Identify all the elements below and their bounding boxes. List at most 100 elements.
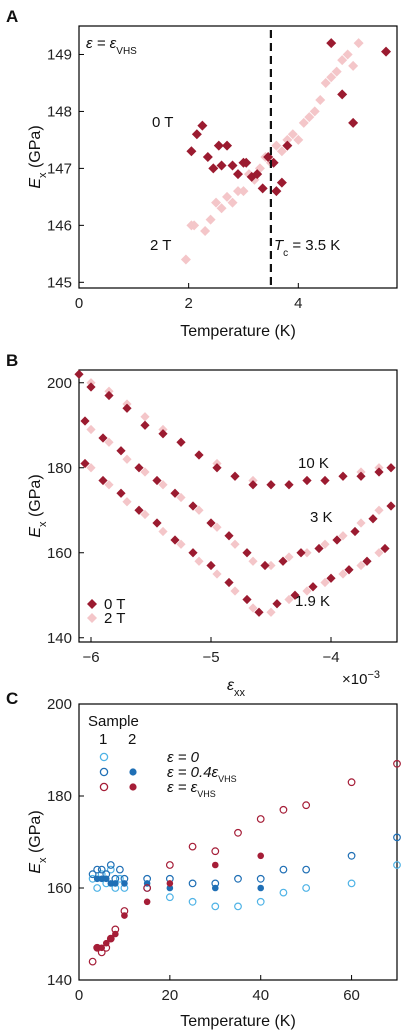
legend-marker-epsvhs-s2 — [129, 783, 137, 791]
data-point — [298, 117, 309, 128]
data-point — [276, 146, 287, 157]
data-point — [97, 865, 106, 874]
x-tick-label: −5 — [202, 649, 219, 666]
data-point — [320, 577, 330, 588]
data-point — [282, 140, 293, 151]
panel-b-ylabel: Ex (GPa) — [27, 474, 49, 537]
data-point — [356, 471, 366, 481]
data-point — [342, 49, 353, 60]
data-point — [213, 140, 224, 151]
data-point — [211, 861, 219, 869]
panel-c: C 0 20 40 60 140 160 180 200 Sample 1 2 ε = 0 ε… — [6, 689, 401, 1030]
data-point — [308, 582, 318, 592]
data-point — [121, 880, 128, 887]
data-point — [186, 146, 197, 157]
label-2t: 2 T — [150, 237, 171, 254]
panel-b-points — [74, 369, 396, 617]
eps-vhs-label: ε = εVHS — [86, 35, 137, 57]
data-point — [230, 471, 240, 481]
y-tick-label: 200 — [47, 375, 72, 392]
x-tick-label: −6 — [82, 649, 99, 666]
x-tick-label: −4 — [322, 649, 339, 666]
data-point — [166, 880, 174, 887]
data-point — [98, 875, 106, 883]
data-point — [80, 458, 90, 469]
data-point — [106, 861, 115, 869]
data-point — [170, 488, 180, 498]
data-point — [121, 912, 128, 919]
data-point — [257, 183, 268, 194]
data-point — [233, 169, 243, 180]
data-point — [248, 603, 258, 613]
data-point — [326, 72, 337, 83]
data-point — [200, 226, 211, 237]
data-point — [115, 865, 124, 874]
data-point — [86, 382, 96, 392]
label-0t: 0 T — [152, 114, 173, 131]
data-point — [302, 801, 311, 810]
data-point — [194, 556, 204, 566]
data-point — [107, 935, 115, 942]
data-point — [88, 870, 97, 879]
data-point — [211, 197, 222, 208]
panel-c-ylabel: Ex (GPa) — [27, 810, 49, 873]
data-point — [140, 509, 150, 520]
data-point — [212, 522, 222, 532]
data-point — [224, 531, 234, 541]
data-point — [241, 157, 252, 168]
data-point — [227, 197, 238, 208]
y-tick-label: 160 — [47, 545, 72, 562]
data-point — [116, 488, 126, 498]
data-point — [188, 897, 197, 906]
data-point — [224, 577, 234, 588]
data-point — [104, 480, 114, 490]
y-tick-label: 148 — [47, 103, 72, 120]
data-point — [104, 390, 114, 401]
x-tick-label: 40 — [252, 987, 269, 1004]
panel-b-letter: B — [6, 351, 18, 370]
data-point — [353, 38, 364, 49]
panel-a: A 0 2 4 145 146 147 148 149 ε = εVHS 0 T 2 T Tc… — [6, 7, 398, 340]
data-point — [272, 599, 282, 609]
data-point — [296, 548, 306, 558]
y-tick-label: 140 — [47, 630, 72, 647]
data-point — [256, 874, 265, 883]
legend-marker-eps04-s2 — [129, 768, 137, 776]
legend-label-2t: 2 T — [104, 610, 125, 627]
data-point — [302, 475, 312, 486]
panel-b-multiplier: ×10−3 — [342, 669, 380, 688]
data-point — [205, 214, 216, 225]
panel-a-ticks: 0 2 4 145 146 147 148 149 — [47, 46, 303, 312]
data-point — [362, 556, 372, 566]
legend-col-1: 1 — [99, 731, 107, 748]
x-tick-label: 2 — [184, 295, 192, 312]
y-tick-label: 180 — [47, 788, 72, 805]
data-point — [212, 569, 222, 579]
data-point — [143, 884, 152, 892]
legend-marker-2t — [87, 613, 97, 623]
data-point — [386, 463, 396, 473]
panel-a-axes — [78, 25, 398, 289]
data-point — [206, 518, 216, 528]
panel-c-ticks: 0 20 40 60 140 160 180 200 — [47, 696, 360, 1004]
label-3k: 3 K — [310, 509, 333, 526]
legend-eps04: ε = 0.4εVHS — [167, 764, 237, 784]
y-tick-label: 145 — [47, 274, 72, 291]
data-point — [393, 759, 401, 768]
data-point — [197, 120, 208, 131]
data-point — [216, 203, 227, 214]
y-tick-label: 200 — [47, 696, 72, 713]
y-tick-label: 147 — [47, 160, 72, 177]
y-tick-label: 146 — [47, 217, 72, 234]
data-point — [302, 586, 312, 596]
data-point — [158, 480, 168, 490]
data-point — [122, 403, 132, 413]
data-point — [347, 778, 356, 787]
data-point — [256, 815, 265, 823]
data-point — [116, 446, 126, 456]
data-point — [257, 884, 265, 892]
data-point — [344, 565, 354, 575]
data-point — [134, 505, 144, 515]
data-point — [320, 475, 330, 486]
data-point — [189, 220, 200, 231]
